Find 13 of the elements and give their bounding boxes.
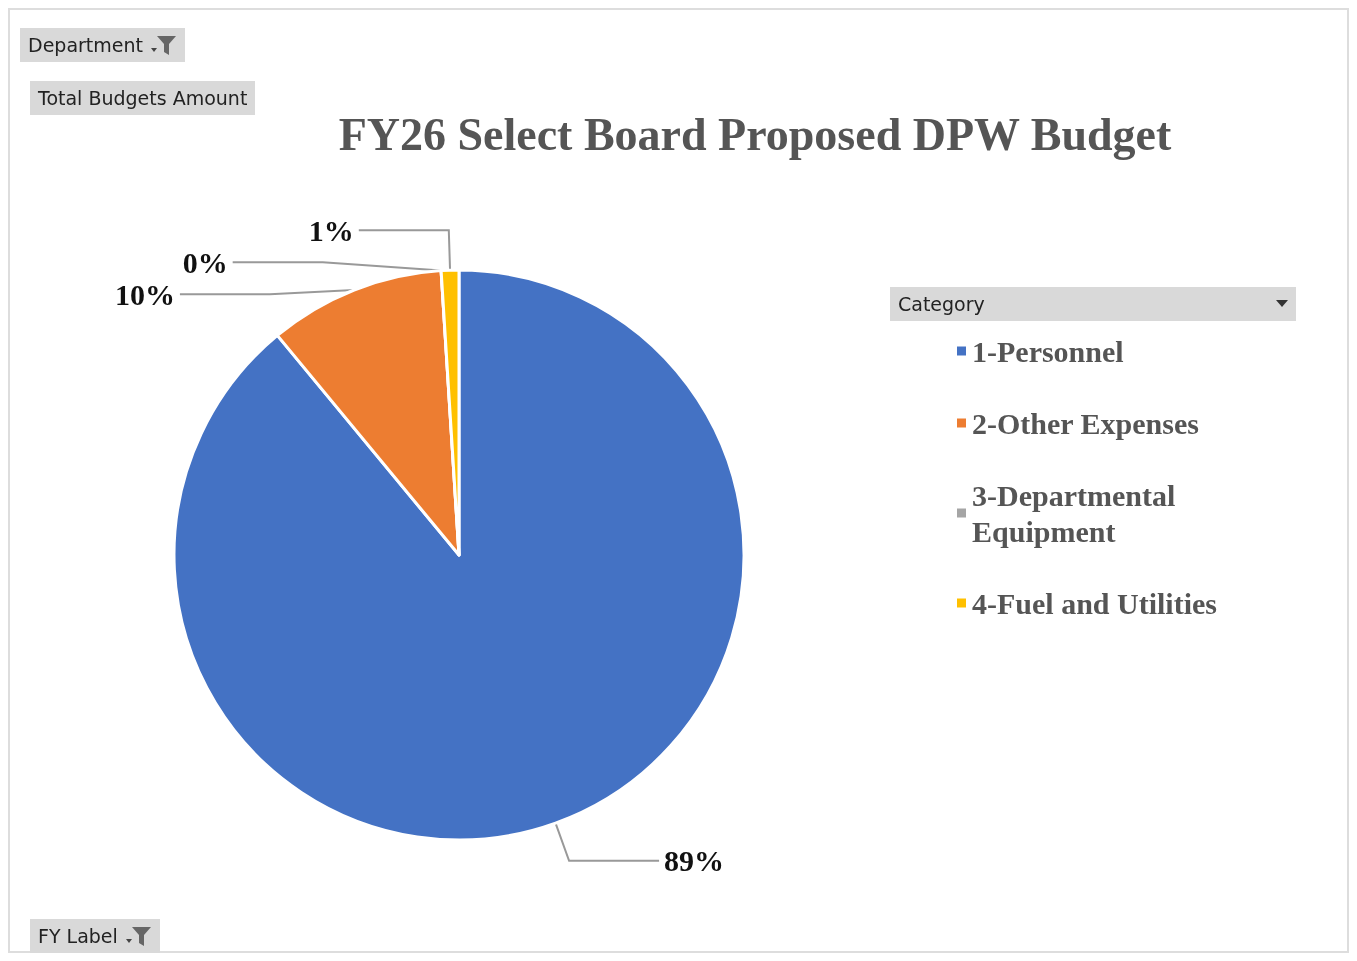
legend-label: 4-Fuel and Utilities bbox=[972, 586, 1217, 620]
legend-title: Category bbox=[898, 293, 985, 315]
text: Total Budgets Amount bbox=[38, 87, 248, 109]
text: Department bbox=[28, 34, 143, 56]
text: FY Label bbox=[38, 925, 118, 947]
data-label: 1% bbox=[308, 213, 354, 247]
legend-label: 2-Other Expenses bbox=[972, 406, 1199, 440]
chart-title: FY26 Select Board Proposed DPW Budget bbox=[338, 108, 1173, 160]
data-label: 10% bbox=[114, 277, 175, 311]
data-label: 89% bbox=[664, 844, 725, 878]
text: 0% bbox=[182, 245, 228, 279]
legend-label: 1-Personnel bbox=[972, 334, 1124, 368]
legend-label: 3-Departmental Equipment bbox=[972, 478, 1183, 548]
